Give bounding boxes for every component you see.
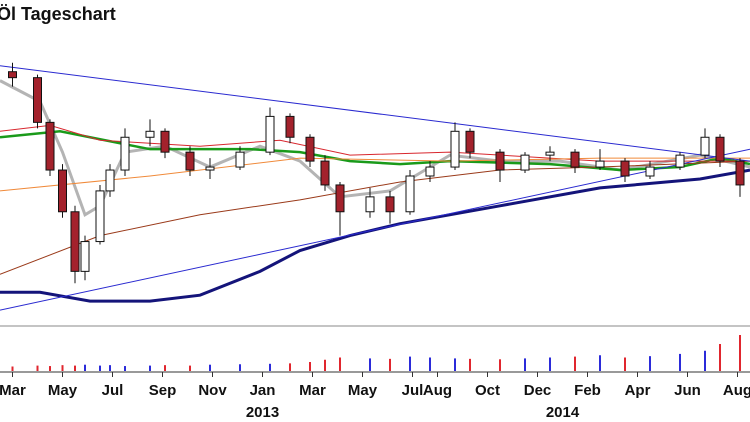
x-tick-label: May — [348, 382, 378, 399]
candle-body — [520, 154, 530, 171]
x-tick-label: Feb — [574, 382, 601, 399]
volume-bar — [124, 366, 126, 371]
volume-bar — [324, 359, 326, 371]
volume-bar — [11, 366, 14, 371]
candle-body — [105, 169, 115, 192]
candle-body — [365, 196, 375, 213]
volume-bar — [429, 357, 431, 371]
x-tick-label: Aug — [423, 382, 452, 399]
volume-bar — [599, 355, 601, 371]
volume-bar — [574, 356, 576, 371]
x-tick-label: Sep — [149, 382, 177, 399]
candle-body — [385, 196, 395, 213]
chart-title: Öl Tageschart — [0, 4, 116, 24]
volume-bar — [454, 358, 456, 371]
candle-body — [160, 130, 170, 153]
indicator-line — [0, 168, 750, 303]
volume-bar — [524, 358, 526, 371]
volume-bar — [49, 366, 51, 371]
candle-body — [305, 136, 315, 162]
candle-body — [120, 136, 130, 171]
volume-bar — [389, 358, 391, 371]
indicator-line — [0, 130, 750, 172]
volume-bar — [649, 356, 651, 371]
candle-body — [620, 160, 630, 177]
volume-bar — [269, 363, 271, 371]
year-label: 2013 — [246, 404, 279, 421]
volume-bar — [704, 350, 706, 371]
volume-bar — [679, 353, 681, 371]
x-tick-label: Jul — [402, 382, 424, 399]
volume-bar — [739, 335, 741, 371]
indicator-line — [0, 124, 750, 162]
volume-bar — [624, 357, 626, 371]
x-tick-label: Apr — [625, 382, 651, 399]
x-tick-label: Dec — [524, 382, 552, 399]
candle-body — [425, 166, 435, 177]
x-tick-label: Mar — [299, 382, 326, 399]
candle-body — [735, 160, 745, 186]
candle-body — [320, 160, 330, 186]
volume-bar — [149, 365, 151, 371]
candle-body — [205, 166, 215, 171]
volume-bar — [469, 358, 471, 371]
volume-bar — [36, 365, 39, 371]
candle-body — [465, 130, 475, 153]
x-tick-label: Nov — [198, 382, 227, 399]
candle-body — [235, 151, 245, 168]
candle-body — [570, 151, 580, 168]
x-tick-label: Jun — [674, 382, 701, 399]
candle-body — [715, 136, 725, 162]
x-tick-label: Jul — [102, 382, 124, 399]
candle-body — [80, 241, 90, 272]
volume-bar — [309, 362, 311, 371]
volume-bar — [189, 365, 191, 371]
candle-body — [95, 190, 105, 243]
indicator-line — [0, 65, 750, 162]
candle-body — [58, 169, 67, 213]
candle-body — [8, 71, 17, 79]
candle-body — [595, 160, 605, 168]
volume-bar — [109, 365, 111, 371]
candle-body — [675, 154, 685, 168]
candle-body — [45, 121, 55, 171]
candle-body — [405, 175, 415, 213]
volume-bar — [239, 364, 241, 371]
candle-body — [33, 77, 42, 123]
x-tick-label: May — [48, 382, 78, 399]
volume-bar — [499, 359, 501, 371]
volume-bar — [719, 344, 721, 371]
indicator-line — [0, 79, 750, 217]
candle-body — [285, 115, 295, 138]
candle-body — [185, 151, 195, 171]
candle-body — [545, 151, 555, 156]
candle-body — [145, 130, 155, 138]
volume-bar — [209, 364, 211, 371]
volume-bar — [99, 365, 101, 371]
candle-body — [450, 130, 460, 168]
x-tick-label: Aug — [723, 382, 750, 399]
candle-body — [70, 211, 80, 272]
volume-bar — [549, 357, 551, 371]
volume-bar — [289, 363, 291, 371]
x-tick-label: Jan — [250, 382, 276, 399]
volume-bar — [369, 358, 371, 371]
volume-bar — [339, 357, 341, 371]
volume-bar — [164, 365, 166, 371]
candle-body — [265, 115, 275, 153]
candle-body — [700, 136, 710, 156]
volume-bar — [61, 365, 64, 371]
year-label: 2014 — [546, 404, 580, 421]
volume-bar — [84, 364, 86, 371]
candle-body — [335, 184, 345, 213]
candle-body — [645, 166, 655, 177]
candle-body — [495, 151, 505, 171]
x-tick-label: Oct — [475, 382, 500, 399]
x-tick-label: Mar — [0, 382, 26, 399]
volume-bar — [409, 356, 411, 371]
volume-bar — [74, 365, 76, 371]
indicator-line — [0, 160, 750, 275]
